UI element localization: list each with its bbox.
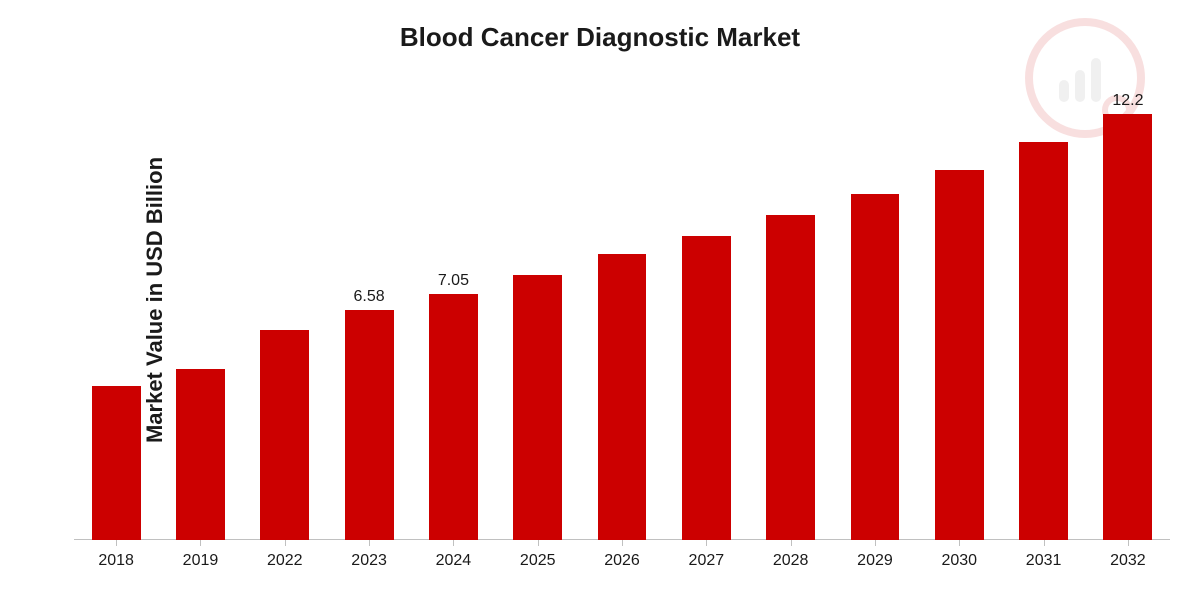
x-axis-category-label: 2032 bbox=[1110, 552, 1146, 570]
x-axis-category-label: 2022 bbox=[267, 552, 303, 570]
bar bbox=[513, 275, 562, 540]
x-tick bbox=[622, 540, 623, 546]
bar-slot: 2031 bbox=[1001, 100, 1085, 540]
bar: 6.58 bbox=[345, 310, 394, 540]
x-tick bbox=[875, 540, 876, 546]
bars-row: 2018201920226.5820237.052024202520262027… bbox=[74, 100, 1170, 540]
bar-slot: 2018 bbox=[74, 100, 158, 540]
bar-slot: 2030 bbox=[917, 100, 1001, 540]
bar bbox=[766, 215, 815, 540]
bar-slot: 2026 bbox=[580, 100, 664, 540]
bar bbox=[1019, 142, 1068, 540]
chart-title: Blood Cancer Diagnostic Market bbox=[0, 0, 1200, 53]
x-axis-category-label: 2019 bbox=[183, 552, 219, 570]
x-axis-category-label: 2030 bbox=[941, 552, 977, 570]
x-axis-category-label: 2026 bbox=[604, 552, 640, 570]
x-tick bbox=[959, 540, 960, 546]
x-axis-category-label: 2018 bbox=[98, 552, 134, 570]
x-tick bbox=[538, 540, 539, 546]
bar-slot: 2028 bbox=[749, 100, 833, 540]
x-tick bbox=[116, 540, 117, 546]
x-tick bbox=[453, 540, 454, 546]
bar-value-label: 7.05 bbox=[438, 272, 469, 290]
bar-value-label: 12.2 bbox=[1112, 92, 1143, 110]
x-axis-category-label: 2027 bbox=[689, 552, 725, 570]
bar: 7.05 bbox=[429, 294, 478, 540]
x-axis-category-label: 2025 bbox=[520, 552, 556, 570]
bar bbox=[682, 236, 731, 540]
bar bbox=[851, 194, 900, 540]
bar bbox=[260, 330, 309, 540]
bar-value-label: 6.58 bbox=[354, 288, 385, 306]
x-tick bbox=[706, 540, 707, 546]
bar-slot: 7.052024 bbox=[411, 100, 495, 540]
x-tick bbox=[1128, 540, 1129, 546]
plot-area: 2018201920226.5820237.052024202520262027… bbox=[74, 100, 1170, 540]
bar-slot: 6.582023 bbox=[327, 100, 411, 540]
bar-slot: 2022 bbox=[243, 100, 327, 540]
chart-container: Blood Cancer Diagnostic Market Market Va… bbox=[0, 0, 1200, 600]
bar-slot: 12.22032 bbox=[1086, 100, 1170, 540]
x-axis-category-label: 2029 bbox=[857, 552, 893, 570]
x-axis-category-label: 2024 bbox=[436, 552, 472, 570]
bar bbox=[92, 386, 141, 540]
x-tick bbox=[200, 540, 201, 546]
bar-slot: 2019 bbox=[158, 100, 242, 540]
x-axis-category-label: 2028 bbox=[773, 552, 809, 570]
x-tick bbox=[369, 540, 370, 546]
x-tick bbox=[285, 540, 286, 546]
bar bbox=[598, 254, 647, 540]
x-tick bbox=[1044, 540, 1045, 546]
bar bbox=[935, 170, 984, 540]
bar bbox=[176, 369, 225, 540]
bar-slot: 2029 bbox=[833, 100, 917, 540]
x-axis-category-label: 2031 bbox=[1026, 552, 1062, 570]
bar-slot: 2027 bbox=[664, 100, 748, 540]
x-axis-category-label: 2023 bbox=[351, 552, 387, 570]
bar: 12.2 bbox=[1103, 114, 1152, 540]
bar-slot: 2025 bbox=[496, 100, 580, 540]
x-tick bbox=[791, 540, 792, 546]
